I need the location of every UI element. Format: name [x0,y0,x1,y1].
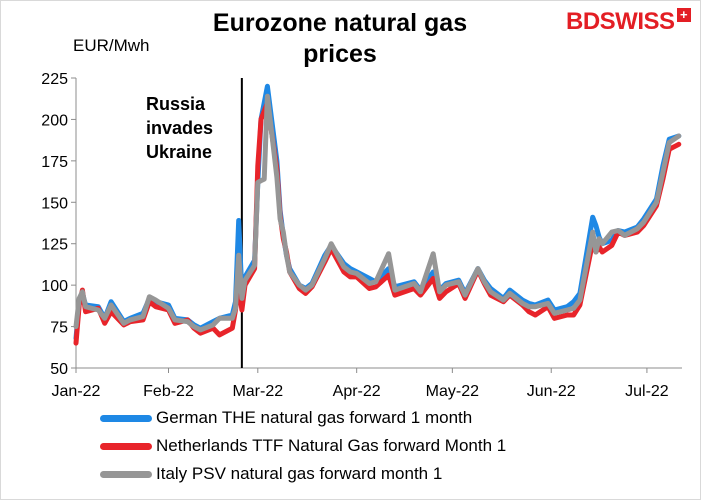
y-tick-label: 175 [41,154,68,171]
legend: German THE natural gas forward 1 month N… [100,404,506,488]
annotation-label: Russia invades Ukraine [146,92,236,164]
axes: 50 75 100 125 150 175 200 225 Jan-22 Feb-22 Mar-22… [41,71,682,400]
y-tick-label: 75 [50,320,68,337]
annotation-text: Russia invades Ukraine [146,94,214,162]
legend-swatch-netherlands [100,442,152,450]
x-tick-label: Feb-22 [143,383,194,400]
legend-item-netherlands: Netherlands TTF Natural Gas forward Mont… [100,432,506,460]
legend-label-italy: Italy PSV natural gas forward month 1 [156,464,443,483]
series-layer [73,83,682,346]
y-tick-label: 150 [41,195,68,212]
y-tick-label: 200 [41,112,68,129]
legend-item-italy: Italy PSV natural gas forward month 1 [100,460,506,488]
x-tick-label: Jan-22 [52,383,101,400]
series-line-1 [73,100,682,346]
x-tick-label: Apr-22 [333,383,381,400]
y-tick-label: 50 [50,361,68,378]
legend-swatch-italy [100,470,152,478]
legend-item-german: German THE natural gas forward 1 month [100,404,506,432]
chart-title: Eurozone natural gas prices [212,9,468,68]
series-line-2 [73,93,682,333]
logo-plus-icon: + [676,8,691,22]
y-tick-label: 225 [41,71,68,88]
x-tick-label: Jul-22 [625,383,669,400]
x-tick-label: Jun-22 [527,383,576,400]
legend-label-netherlands: Netherlands TTF Natural Gas forward Mont… [156,436,507,455]
x-tick-label: Mar-22 [232,383,283,400]
y-tick-label: 100 [41,278,68,295]
y-tick-label: 125 [41,237,68,254]
series-line-0 [73,83,682,341]
legend-label-german: German THE natural gas forward 1 month [156,408,473,427]
y-axis-unit-label: EUR/Mwh [73,36,150,55]
x-tick-label: May-22 [426,383,479,400]
brand-logo-image: BDSWISS + [566,8,691,36]
legend-swatch-german [100,414,152,422]
